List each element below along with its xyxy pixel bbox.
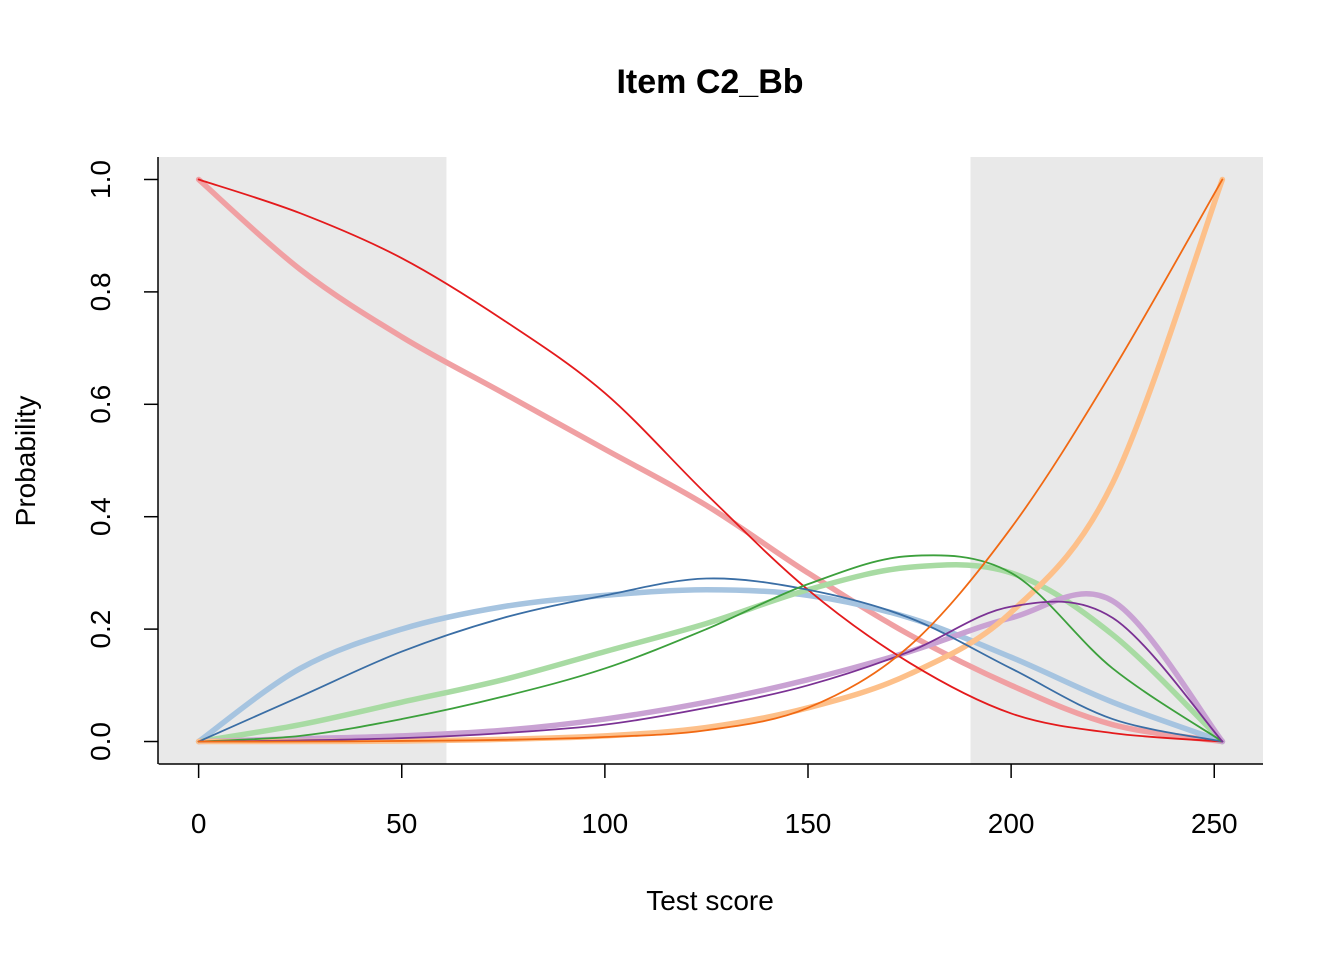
x-tick-label: 0	[191, 808, 207, 839]
y-tick-label: 0.6	[85, 385, 116, 424]
x-tick-label: 100	[582, 808, 629, 839]
series-line-5-thin	[197, 554, 1224, 743]
x-tick-label: 50	[386, 808, 417, 839]
x-axis-label: Test score	[646, 885, 774, 916]
y-axis-label: Probability	[10, 396, 41, 527]
x-tick-label: 150	[785, 808, 832, 839]
series-line-2-thick	[195, 587, 1226, 745]
y-tick-label: 0.2	[85, 610, 116, 649]
y-tick-label: 1.0	[85, 160, 116, 199]
series-line-3-thin	[197, 577, 1224, 743]
series-lines	[195, 176, 1226, 745]
y-tick-label: 0.8	[85, 272, 116, 311]
y-axis-ticks: 0.0 0.2 0.4 0.6 0.8 1.0	[85, 160, 158, 761]
series-line-9-thin	[197, 178, 1224, 743]
series-line-6-thick	[195, 591, 1226, 745]
series-line-0-thick	[195, 176, 1226, 745]
axes: 0 50 100 150 200 250 0.0 0.2 0.4 0.6 0.8 1.0	[85, 157, 1263, 839]
series-line-7-thin	[197, 600, 1224, 743]
x-axis-ticks: 0 50 100 150 200 250	[191, 764, 1238, 839]
shaded-region-1	[970, 157, 1263, 764]
x-tick-label: 250	[1191, 808, 1238, 839]
y-tick-label: 0.0	[85, 722, 116, 761]
x-tick-label: 200	[988, 808, 1035, 839]
shaded-regions	[158, 157, 1263, 764]
y-tick-label: 0.4	[85, 497, 116, 536]
series-line-1-thin	[197, 178, 1224, 743]
series-line-4-thick	[195, 562, 1226, 745]
shaded-region-0	[158, 157, 447, 764]
chart-title: Item C2_Bb	[616, 63, 803, 101]
